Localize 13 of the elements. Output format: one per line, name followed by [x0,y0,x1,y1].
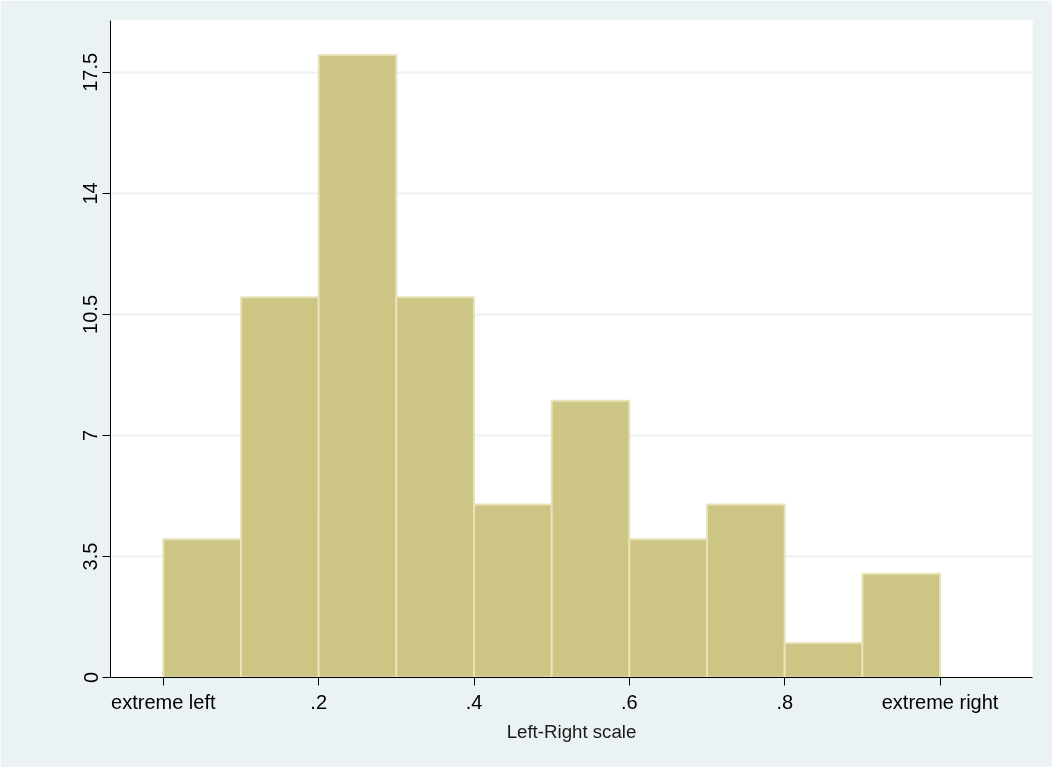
y-tick-label: 14 [79,182,102,205]
y-tick-label: 0 [79,671,102,684]
x-tick-label: .4 [465,690,483,713]
y-tick-label: 3.5 [79,542,102,571]
y-tick-label: 10.5 [79,294,102,334]
x-tick-label: .2 [310,690,328,713]
x-tick-label: extreme left [111,690,216,713]
x-tick-label: .6 [621,690,638,713]
x-tick-label: .8 [776,690,794,713]
y-tick-label: 17.5 [79,52,102,92]
y-tick-label: 7 [79,429,102,442]
x-axis-title: Left-Right scale [506,720,637,742]
x-tick-label: extreme right [881,690,999,713]
